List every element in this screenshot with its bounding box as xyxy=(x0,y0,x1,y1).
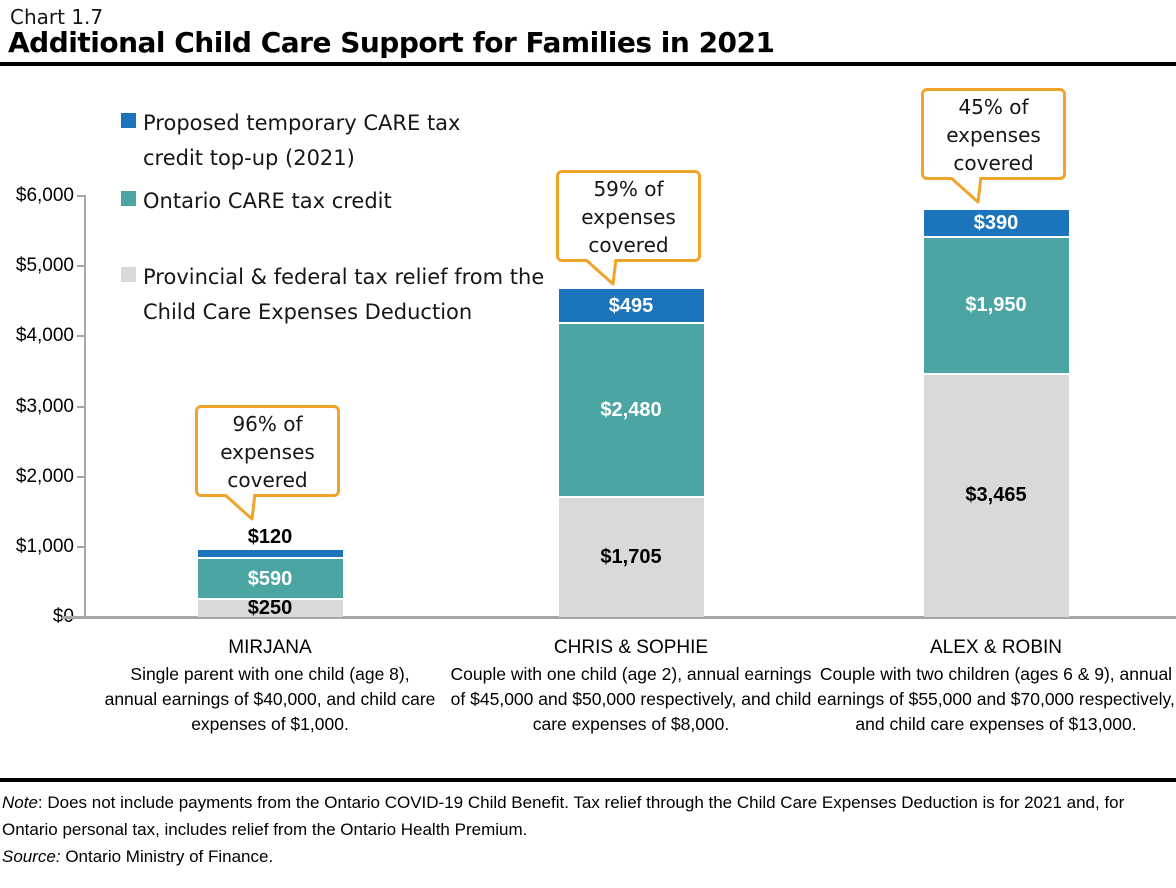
y-tick-label: $6,000 xyxy=(15,185,74,206)
chart-number: Chart 1.7 xyxy=(10,5,104,29)
bar-value-label: $120 xyxy=(247,525,293,548)
bar-value-label: $250 xyxy=(247,597,293,620)
bar-segment xyxy=(923,237,1069,374)
title-divider xyxy=(0,62,1176,66)
source-label: Source: xyxy=(2,847,61,866)
x-axis-line xyxy=(62,616,1176,619)
legend-color-chip xyxy=(121,113,136,128)
page-title: Additional Child Care Support for Famili… xyxy=(8,26,775,59)
legend-label: Ontario CARE tax credit xyxy=(143,189,392,213)
legend-item: Ontario CARE tax credit xyxy=(121,184,581,219)
y-tick-label: $1,000 xyxy=(15,535,74,557)
category-label: CHRIS & SOPHIE xyxy=(553,637,709,658)
bar-segment xyxy=(558,288,704,324)
legend-color-chip xyxy=(121,267,136,282)
category-description: Single parent with one child (age 8), an… xyxy=(104,664,436,734)
y-tick xyxy=(77,405,86,408)
bar-value-label: $3,465 xyxy=(965,484,1027,507)
callout: 96% of expenses covered xyxy=(195,405,340,497)
bar-segment-separator xyxy=(197,598,343,601)
chart-note: Note: Does not include payments from the… xyxy=(2,789,1174,843)
legend-item: Provincial & federal tax relief from the… xyxy=(121,260,581,330)
bar-segment-separator xyxy=(923,372,1069,375)
footer-divider xyxy=(0,778,1176,782)
bar-segment-separator xyxy=(558,322,704,325)
callout: 59% of expenses covered xyxy=(556,170,701,262)
bar-segment xyxy=(923,373,1069,617)
source-text: Ontario Ministry of Finance. xyxy=(60,847,274,866)
bar-segment xyxy=(923,209,1069,238)
legend-label: Provincial & federal tax relief from the… xyxy=(143,265,545,324)
y-tick-label: $2,000 xyxy=(15,465,74,487)
y-tick-label: $5,000 xyxy=(15,255,74,277)
y-tick-label: $4,000 xyxy=(15,325,74,347)
category-description: Couple with one child (age 2), annual ea… xyxy=(450,664,812,734)
bar-segment-separator xyxy=(923,236,1069,239)
y-tick-label: $3,000 xyxy=(15,395,74,417)
bar-value-label: $495 xyxy=(608,294,654,317)
y-tick xyxy=(77,335,86,338)
y-tick xyxy=(77,195,86,197)
y-tick xyxy=(77,545,86,548)
callout: 45% of expenses covered xyxy=(921,88,1066,180)
bar-segment xyxy=(197,549,343,559)
legend-color-chip xyxy=(121,191,136,206)
category-description: Couple with two children (ages 6 & 9), a… xyxy=(817,664,1175,734)
bar-segment xyxy=(558,497,704,617)
legend-label: Proposed temporary CARE tax credit top-u… xyxy=(143,111,461,170)
bar-segment-separator xyxy=(558,496,704,499)
bar-value-label: $2,480 xyxy=(600,399,662,422)
legend-item: Proposed temporary CARE tax credit top-u… xyxy=(121,106,486,176)
callout-tail-icon xyxy=(949,177,983,204)
chart-source: Source: Ontario Ministry of Finance. xyxy=(2,843,1174,870)
callout-tail-icon xyxy=(223,494,257,521)
bar-value-label: $1,950 xyxy=(965,294,1027,317)
note-label: Note xyxy=(2,793,38,812)
bar-value-label: $390 xyxy=(973,212,1019,235)
bar-value-label: $590 xyxy=(247,567,293,590)
y-axis-line xyxy=(84,196,86,619)
bar-segment xyxy=(197,599,343,617)
bar-segment-separator xyxy=(197,557,343,560)
note-text: : Does not include payments from the Ont… xyxy=(2,793,1125,839)
category-label: MIRJANA xyxy=(228,637,312,658)
bar-value-label: $1,705 xyxy=(600,546,662,569)
y-tick xyxy=(77,265,86,268)
bar-segment xyxy=(558,323,704,498)
category-label: ALEX & ROBIN xyxy=(930,637,1062,658)
bar-segment xyxy=(197,558,343,600)
callout-tail-icon xyxy=(584,259,618,286)
y-tick xyxy=(77,475,86,478)
